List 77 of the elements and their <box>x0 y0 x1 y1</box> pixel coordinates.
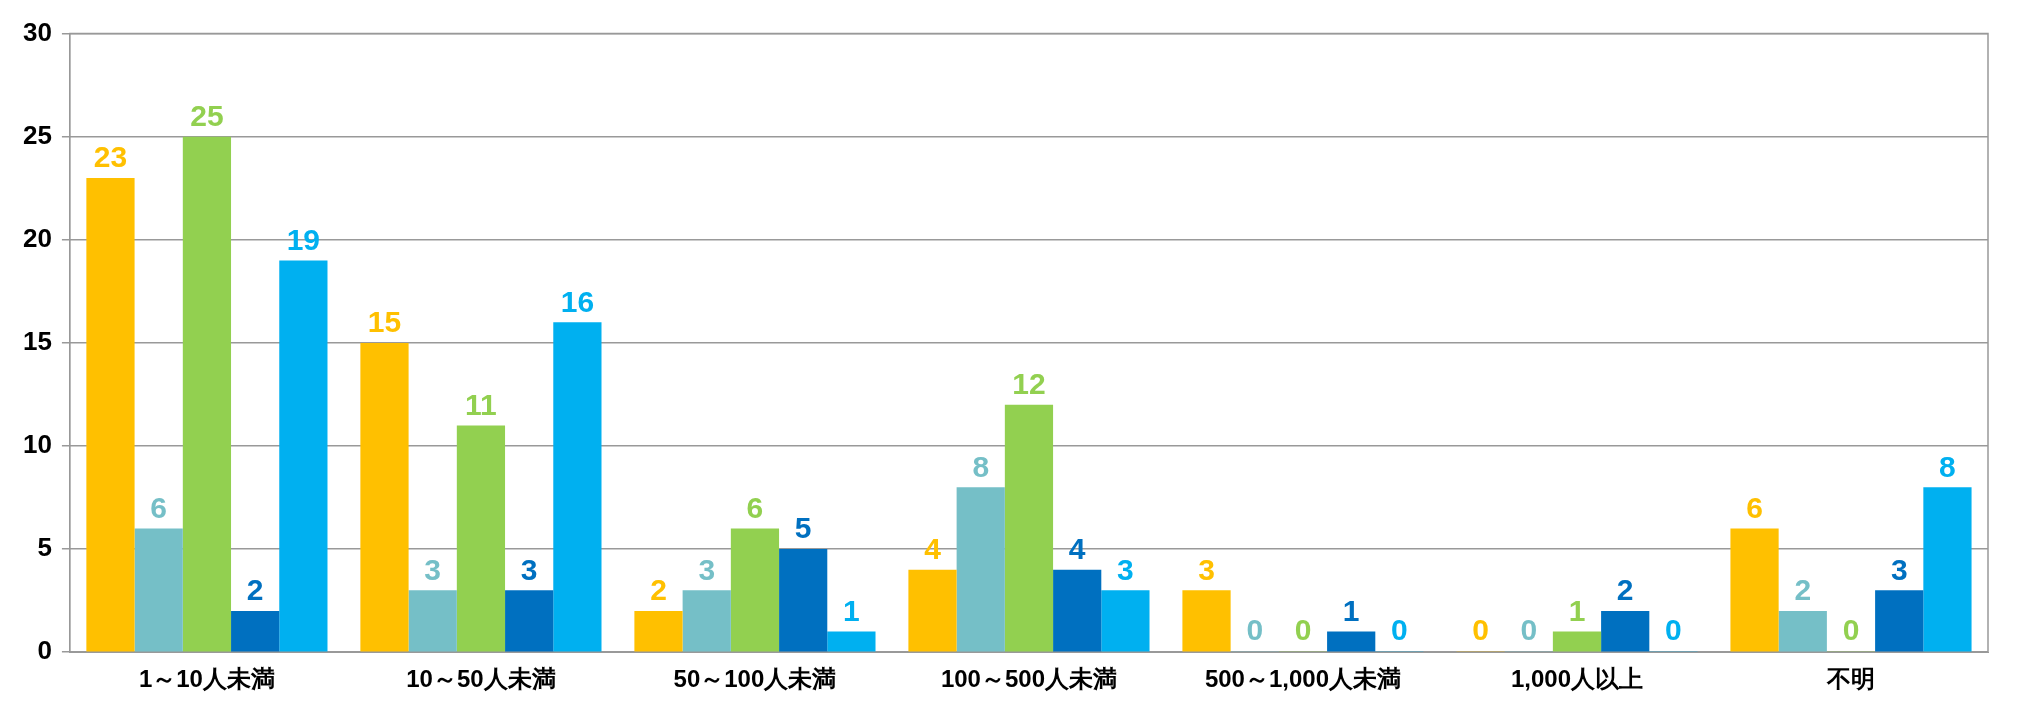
bar <box>553 322 602 652</box>
bar <box>682 590 731 652</box>
data-label: 0 <box>1665 613 1682 647</box>
bar <box>231 610 280 652</box>
bar <box>86 177 135 652</box>
y-tick-label: 20 <box>23 222 52 253</box>
x-tick-label: 50～100人未満 <box>673 665 837 693</box>
bar <box>956 487 1005 652</box>
bar <box>1875 590 1924 652</box>
bar <box>1004 404 1054 652</box>
bar <box>827 631 876 652</box>
bar <box>1552 631 1602 652</box>
data-label: 3 <box>424 552 442 586</box>
bar <box>1923 487 1972 652</box>
y-tick-label: 10 <box>23 429 52 460</box>
bar <box>182 136 232 652</box>
x-tick-label: 不明 <box>1825 665 1875 693</box>
y-tick-label: 5 <box>37 532 52 563</box>
bar <box>408 590 457 652</box>
data-label: 8 <box>1939 449 1956 483</box>
data-label: 11 <box>465 387 497 421</box>
data-label: 3 <box>520 552 538 586</box>
bar <box>1778 610 1827 652</box>
y-tick-label: 30 <box>23 16 52 47</box>
data-label: 0 <box>1246 613 1264 647</box>
y-tick-label: 0 <box>37 635 52 666</box>
x-tick-label: 10～50人未満 <box>406 665 556 693</box>
data-label: 2 <box>246 573 264 607</box>
data-label: 4 <box>924 531 942 565</box>
data-label: 0 <box>1472 613 1489 647</box>
bar <box>1053 569 1102 652</box>
bar <box>1182 590 1231 652</box>
bar <box>1101 590 1150 652</box>
data-label: 0 <box>1294 613 1312 647</box>
bar <box>1601 610 1650 652</box>
bar <box>908 569 957 652</box>
data-label: 6 <box>150 490 168 524</box>
data-label: 4 <box>1068 531 1086 565</box>
data-label: 16 <box>560 284 595 318</box>
bar <box>134 528 183 652</box>
data-label: 5 <box>794 511 812 545</box>
bar <box>456 425 506 652</box>
data-label: 6 <box>1746 490 1763 524</box>
bar <box>360 342 409 652</box>
bar <box>505 590 554 652</box>
data-label: 12 <box>1012 367 1046 401</box>
data-label: 0 <box>1520 613 1538 647</box>
x-tick-label: 1～10人未満 <box>138 665 275 693</box>
y-tick-label: 25 <box>23 119 52 150</box>
data-label: 25 <box>190 98 224 132</box>
data-label: 0 <box>1391 613 1408 647</box>
x-tick-label: 100～500人未満 <box>940 665 1118 693</box>
data-label: 0 <box>1842 613 1860 647</box>
data-label: 2 <box>1794 573 1812 607</box>
data-label: 3 <box>698 552 716 586</box>
data-label: 3 <box>1198 552 1215 586</box>
data-label: 8 <box>972 449 990 483</box>
bar <box>730 528 780 652</box>
data-label: 15 <box>367 305 402 339</box>
data-label: 1 <box>1342 593 1360 627</box>
data-label: 23 <box>93 140 128 174</box>
bar <box>779 549 828 652</box>
data-label: 3 <box>1117 552 1134 586</box>
y-tick-label: 15 <box>23 326 52 357</box>
data-label: 2 <box>1616 573 1634 607</box>
data-label: 19 <box>286 222 321 256</box>
x-tick-label: 500～1,000人未満 <box>1204 665 1402 693</box>
data-label: 2 <box>650 573 667 607</box>
data-label: 1 <box>1568 593 1586 627</box>
bar <box>1327 631 1376 652</box>
data-label: 3 <box>1890 552 1908 586</box>
data-label: 6 <box>746 490 764 524</box>
data-label: 1 <box>843 593 860 627</box>
bar <box>1730 528 1779 652</box>
x-tick-label: 1,000人以上 <box>1510 665 1644 693</box>
bar <box>634 610 683 652</box>
bar <box>279 260 328 652</box>
